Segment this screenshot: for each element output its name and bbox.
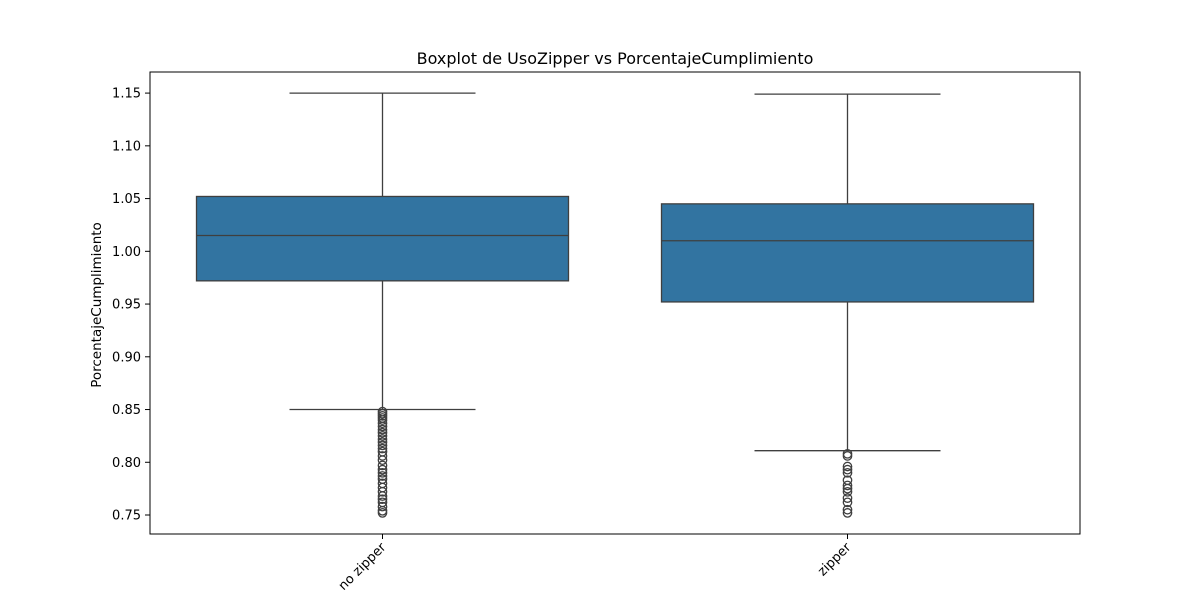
outlier-point <box>842 486 853 497</box>
outlier-point <box>377 455 388 466</box>
outlier-point <box>842 467 853 478</box>
plot-frame <box>149 71 1081 535</box>
outlier-point <box>842 497 853 508</box>
outlier-point <box>842 493 853 503</box>
iqr-box <box>195 195 570 282</box>
y-tick-label: 1.10 <box>112 139 141 154</box>
outlier-point <box>377 424 388 435</box>
outlier-point <box>377 467 388 478</box>
plot-area: 0.75 0.80 0.85 0.90 0.95 1.00 1.05 1.10 1.15 no z… <box>112 87 1035 594</box>
outlier-point <box>377 434 388 444</box>
outlier-point <box>842 480 853 491</box>
outlier-point <box>377 427 388 438</box>
y-tick-label: 0.80 <box>112 456 141 471</box>
outlier-point <box>377 451 388 461</box>
outlier-point <box>377 437 388 448</box>
outlier-point <box>377 491 388 501</box>
x-tick-label: no zipper <box>336 540 390 594</box>
outlier-point <box>842 508 853 518</box>
iqr-box <box>660 203 1035 303</box>
y-tick-label: 0.95 <box>112 298 141 313</box>
outlier-point <box>377 431 388 441</box>
outlier-point <box>377 421 388 432</box>
outlier-point <box>842 461 853 472</box>
outlier-point <box>377 508 388 518</box>
y-axis-label: PorcentajeCumplimiento <box>89 222 105 388</box>
x-tick-label: zipper <box>815 540 855 580</box>
y-tick-label: 0.90 <box>112 350 141 365</box>
y-tick-label: 1.05 <box>112 192 141 207</box>
outlier-point <box>842 464 853 475</box>
outlier-point <box>377 440 388 451</box>
outlier-point <box>377 443 388 454</box>
chart-title: Boxplot de UsoZipper vs PorcentajeCumpli… <box>417 49 814 68</box>
outlier-point <box>377 460 388 471</box>
y-tick-label: 0.85 <box>112 403 141 418</box>
outlier-point <box>842 451 853 461</box>
y-tick-label: 0.75 <box>112 509 141 524</box>
outlier-point <box>842 483 853 494</box>
y-tick-label: 1.15 <box>112 87 141 102</box>
outlier-point <box>842 504 853 515</box>
outlier-point <box>377 501 388 512</box>
y-tick-label: 1.00 <box>112 245 141 260</box>
outlier-point <box>377 418 388 429</box>
outlier-point <box>377 494 388 505</box>
outlier-point <box>377 464 388 475</box>
outlier-point <box>377 415 388 425</box>
outlier-point <box>377 486 388 497</box>
outlier-point <box>377 471 388 481</box>
